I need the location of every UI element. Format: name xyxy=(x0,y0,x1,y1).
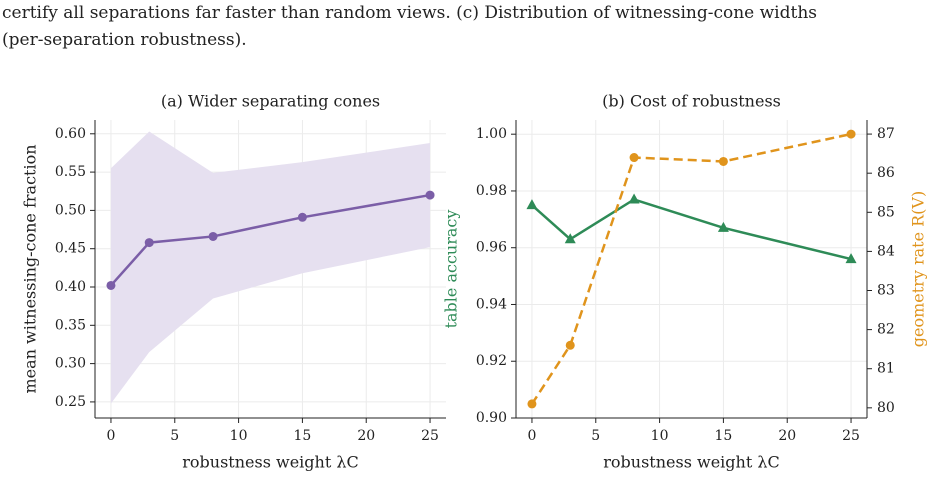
y-tick-label: 0.94 xyxy=(476,296,507,312)
y2-tick-label: 86 xyxy=(877,165,895,181)
line xyxy=(531,198,852,261)
marker xyxy=(297,212,307,222)
y2-tick-label: 81 xyxy=(877,361,895,377)
y-axis-label: table accuracy xyxy=(442,210,461,329)
marker xyxy=(526,199,538,210)
marker xyxy=(564,233,576,244)
y-tick-label: 0.25 xyxy=(55,394,86,410)
x-tick-label: 20 xyxy=(357,428,375,444)
y-tick-label: 0.90 xyxy=(476,410,507,426)
caption-line: certify all separations far faster than … xyxy=(2,3,817,23)
caption-line: (per-separation robustness). xyxy=(2,30,247,50)
y-tick-label: 0.60 xyxy=(55,126,86,142)
y-tick-label: 0.50 xyxy=(55,202,86,218)
y-tick-label: 0.45 xyxy=(55,241,86,257)
x-tick-label: 15 xyxy=(714,428,732,444)
marker xyxy=(717,221,729,232)
x-tick-label: 20 xyxy=(778,428,796,444)
y2-tick-label: 84 xyxy=(877,243,895,259)
x-axis-label: robustness weight λC xyxy=(182,453,358,472)
band xyxy=(110,131,431,404)
x-tick-label: 5 xyxy=(591,428,600,444)
y-tick-label: 0.98 xyxy=(476,183,507,199)
y2-tick-label: 83 xyxy=(877,283,895,299)
y2-tick-label: 85 xyxy=(877,204,895,220)
x-tick-label: 25 xyxy=(842,428,860,444)
y-tick-label: 0.92 xyxy=(476,353,507,369)
marker xyxy=(425,190,435,200)
marker xyxy=(527,399,537,409)
y2-tick-label: 80 xyxy=(877,400,895,416)
x-tick-label: 15 xyxy=(293,428,311,444)
marker xyxy=(629,153,639,163)
x-tick-label: 0 xyxy=(106,428,115,444)
chart-title: (b) Cost of robustness xyxy=(602,92,781,111)
marker xyxy=(628,193,640,204)
marker xyxy=(565,340,575,350)
y-tick-label: 1.00 xyxy=(476,126,507,142)
y-tick-label: 0.35 xyxy=(55,317,86,333)
y-axis-label: mean witnessing-cone fraction xyxy=(21,144,40,393)
marker xyxy=(144,238,154,248)
marker xyxy=(718,156,728,166)
x-axis-label: robustness weight λC xyxy=(603,453,779,472)
line xyxy=(530,132,852,405)
x-tick-label: 10 xyxy=(651,428,669,444)
y-tick-label: 0.40 xyxy=(55,279,86,295)
y-tick-label: 0.30 xyxy=(55,356,86,372)
marker xyxy=(846,129,856,139)
marker xyxy=(208,231,218,241)
y2-tick-label: 82 xyxy=(877,322,895,338)
x-tick-label: 5 xyxy=(170,428,179,444)
marker xyxy=(845,253,857,264)
y-tick-label: 0.96 xyxy=(476,240,507,256)
y2-axis-label: geometry rate R(V) xyxy=(909,191,928,347)
x-tick-label: 10 xyxy=(230,428,248,444)
x-tick-label: 0 xyxy=(527,428,536,444)
chart-title: (a) Wider separating cones xyxy=(161,92,380,111)
marker xyxy=(106,280,116,290)
y2-tick-label: 87 xyxy=(877,126,895,142)
x-tick-label: 25 xyxy=(421,428,439,444)
y-tick-label: 0.55 xyxy=(55,164,86,180)
